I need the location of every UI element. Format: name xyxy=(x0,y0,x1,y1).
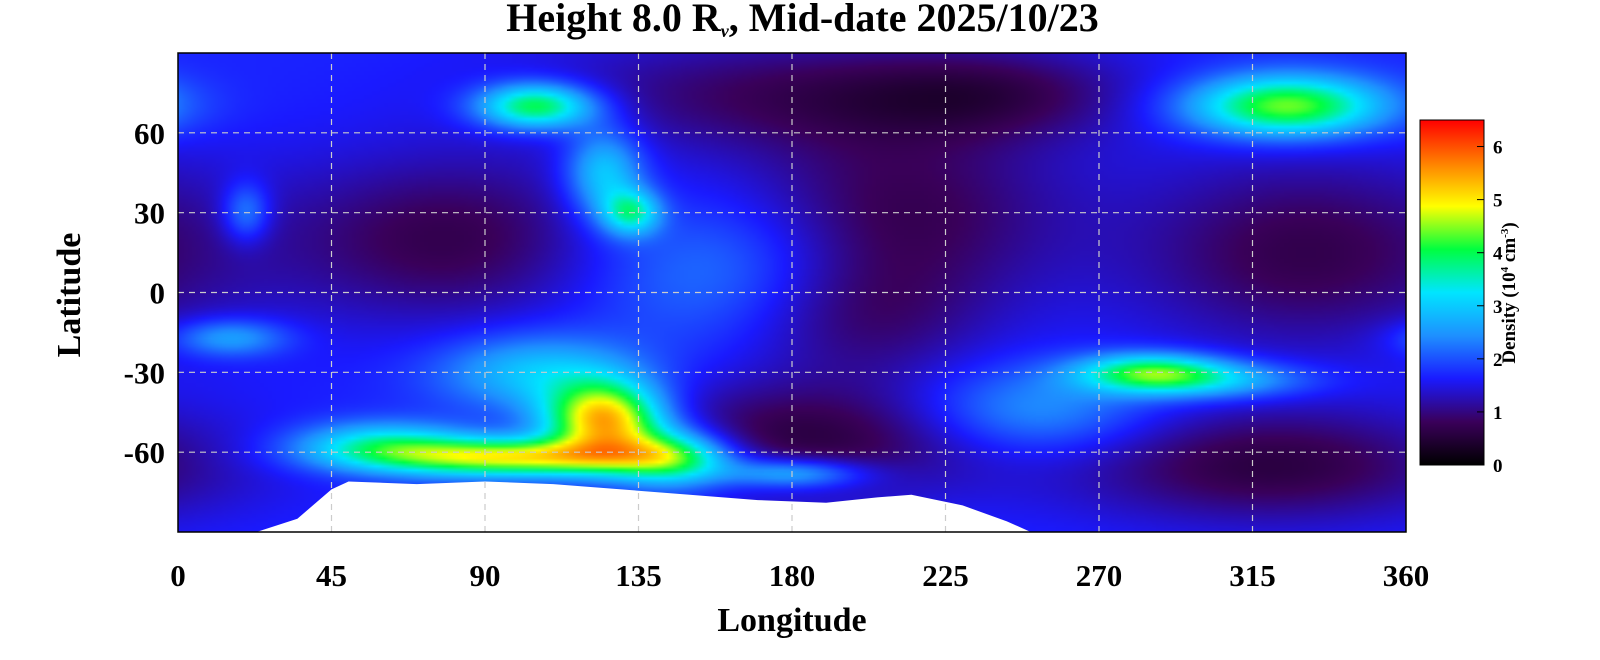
colorbar-tick-label: 4 xyxy=(1493,244,1503,265)
x-tick-label: 45 xyxy=(316,558,347,593)
plot-frame xyxy=(177,52,1407,533)
colorbar-tick-label: 1 xyxy=(1493,403,1503,424)
colorbar-tick-label: 2 xyxy=(1493,350,1503,371)
colorbar-tick-label: 6 xyxy=(1493,138,1503,159)
x-tick-label: 180 xyxy=(769,558,816,593)
colorbar: 0 1 2 3 4 5 6 xyxy=(1419,119,1503,477)
x-tick-label: 135 xyxy=(615,558,662,593)
y-tick-label: -60 xyxy=(124,435,165,470)
chart-title: Height 8.0 Rv, Mid-date 2025/10/23 xyxy=(506,0,1099,41)
y-axis-label: Latitude xyxy=(51,232,88,358)
x-axis-label: Longitude xyxy=(717,602,867,639)
x-tick-label: 360 xyxy=(1383,558,1430,593)
colorbar-tick-label: 3 xyxy=(1493,297,1503,318)
y-tick-label: 0 xyxy=(150,276,166,311)
plot-area xyxy=(177,52,1407,533)
x-tick-label: 225 xyxy=(922,558,969,593)
colorbar-ticks: 0 1 2 3 4 5 6 xyxy=(1477,138,1503,477)
y-tick-label: 30 xyxy=(134,196,165,231)
colorbar-tick-label: 0 xyxy=(1493,456,1503,477)
colorbar-label: Density (104 cm-3) xyxy=(1498,222,1521,364)
x-tick-label: 270 xyxy=(1076,558,1123,593)
x-axis: 0 45 90 135 180 225 270 315 360 xyxy=(170,558,1429,593)
colorbar-tick-label: 5 xyxy=(1493,191,1503,212)
y-tick-label: 60 xyxy=(134,116,165,151)
y-axis: 60 30 0 -30 -60 xyxy=(124,116,165,470)
colorbar-bar xyxy=(1419,119,1485,466)
x-tick-label: 0 xyxy=(170,558,186,593)
no-data-region xyxy=(256,481,1031,532)
grid-lines xyxy=(178,53,1406,532)
x-tick-label: 90 xyxy=(470,558,501,593)
y-tick-label: -30 xyxy=(124,355,165,390)
x-tick-label: 315 xyxy=(1229,558,1276,593)
